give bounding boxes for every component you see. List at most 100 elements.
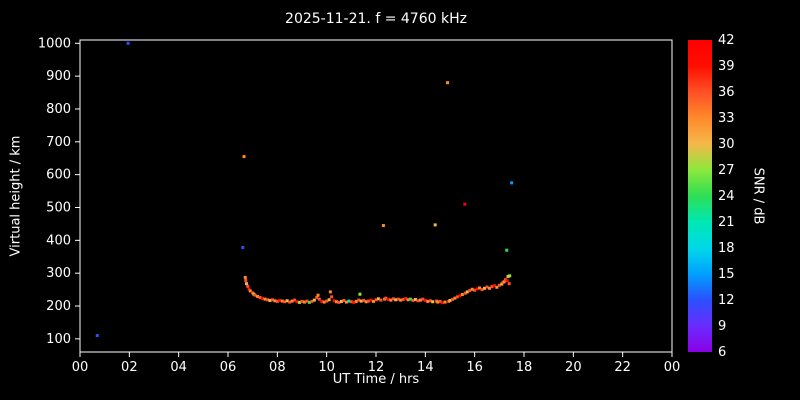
data-point [243,275,247,279]
data-point [242,155,246,159]
data-point [317,297,321,301]
data-point [293,298,297,302]
data-point [480,288,484,292]
y-tick-label: 800 [46,102,71,117]
colorbar-tick-label: 24 [718,189,735,204]
data-point [315,295,319,299]
x-tick-label: 12 [368,360,385,375]
data-point [339,299,343,303]
y-tick-label: 200 [46,299,71,314]
data-point [448,298,452,302]
y-tick-label: 500 [46,200,71,215]
y-tick-label: 400 [46,233,71,248]
data-point [475,287,479,291]
data-point [492,284,496,288]
data-point [362,298,366,302]
data-point [354,299,358,303]
data-point [423,298,427,302]
colorbar-tick-label: 33 [718,111,735,126]
data-point [300,299,304,303]
x-tick-label: 04 [170,360,187,375]
data-point [352,300,356,304]
data-point [270,298,274,302]
data-point [310,299,314,303]
data-point [298,300,302,304]
data-point [312,298,316,302]
data-point [413,297,417,301]
data-point [418,298,422,302]
data-point [374,298,378,302]
x-tick-label: 06 [220,360,237,375]
data-point [349,300,353,304]
data-point [389,298,393,302]
data-point [295,300,299,304]
data-point [391,297,395,301]
data-point [268,298,272,302]
x-tick-label: 10 [318,360,335,375]
data-point [358,292,362,296]
data-point [468,289,472,293]
data-point [458,294,462,298]
data-point [325,299,329,303]
data-point [265,298,269,302]
data-point [465,290,469,294]
data-point [280,299,284,303]
data-point [441,301,445,305]
chart-title: 2025-11-21. f = 4760 kHz [285,11,467,27]
data-point [431,300,435,304]
data-point [344,300,348,304]
data-point [330,295,334,299]
data-point [463,291,467,295]
data-point [455,295,459,299]
data-point [411,298,415,302]
data-point [302,300,306,304]
plot-border [79,39,673,353]
colorbar-tick-label: 42 [718,33,735,48]
data-point [394,298,398,302]
x-tick-label: 02 [121,360,138,375]
data-point [305,299,309,303]
data-point [246,284,250,288]
data-point [490,285,494,289]
data-point [428,299,432,303]
data-point [478,286,482,290]
colorbar-tick-label: 15 [718,267,735,282]
colorbar-tick-label: 36 [718,85,735,100]
data-point [258,295,262,299]
data-point [275,299,279,303]
x-tick-label: 16 [466,360,483,375]
x-tick-label: 00 [664,360,681,375]
data-point [502,280,506,284]
data-point [450,297,454,301]
data-point [433,223,437,227]
colorbar-tick-label: 12 [718,293,735,308]
data-point [367,299,371,303]
data-point [253,293,257,297]
data-point [372,299,376,303]
data-point [245,282,248,286]
x-tick-label: 20 [565,360,582,375]
x-axis-label: UT Time / hrs [332,372,420,387]
data-point [381,224,385,228]
data-point [95,334,99,338]
colorbar-tick-label: 27 [718,163,735,178]
data-point [507,282,511,286]
data-point [316,293,320,297]
data-point [364,300,368,304]
data-point [379,298,383,302]
colorbar-tick-label: 9 [718,319,726,334]
y-tick-label: 100 [46,332,71,347]
colorbar-tick-label: 30 [718,137,735,152]
colorbar-tick-label: 21 [718,215,735,230]
snr-colorbar [688,40,712,352]
x-tick-label: 22 [614,360,631,375]
data-point [386,297,390,301]
data-point [508,274,512,278]
data-point [290,299,294,303]
data-point [446,81,450,85]
data-point [438,299,442,303]
data-point [261,296,265,300]
data-point [273,299,277,303]
data-point [406,298,410,302]
